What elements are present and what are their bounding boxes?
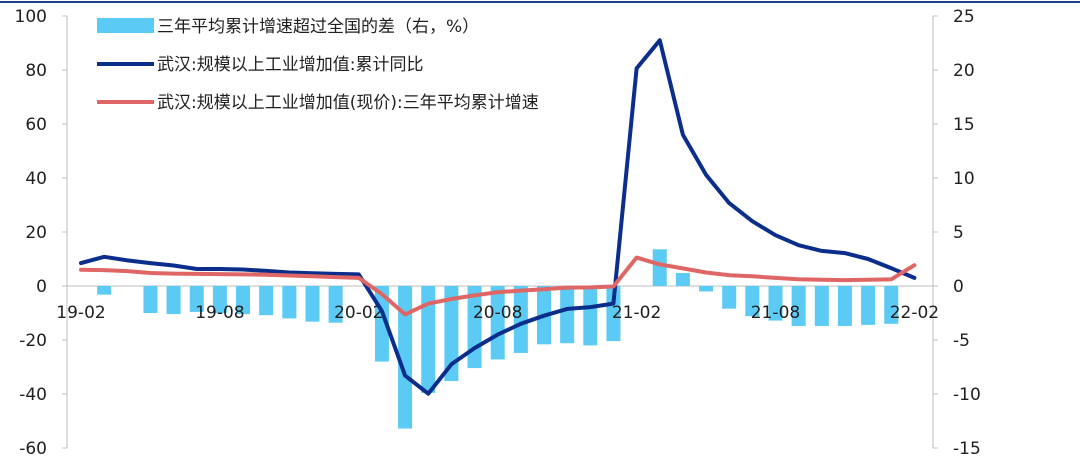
bar [699,286,714,292]
bar [236,286,251,315]
line-series [79,38,917,396]
bar [861,286,876,325]
bar [884,286,899,324]
bar [791,286,806,326]
bar [675,273,690,286]
legend-label-yoy: 武汉:规模以上工业增加值:累计同比 [157,55,423,75]
bar [837,286,852,326]
x-tick-label: 21-02 [612,303,661,323]
bar [560,286,575,344]
bar [143,286,158,313]
bar [398,286,413,429]
bar [513,286,528,353]
line-yoy [79,38,917,396]
bar [97,286,112,295]
x-tick-label: 19-08 [195,303,244,323]
legend-label-avg: 武汉:规模以上工业增加值(现价):三年平均累计增速 [157,93,539,113]
right-tick-label: -5 [953,331,970,351]
left-tick-label: -40 [19,385,47,405]
legend-item-avg: 武汉:规模以上工业增加值(现价):三年平均累计增速 [97,93,539,113]
bar [606,286,621,342]
right-tick-label: 5 [953,223,964,243]
bar [467,286,482,369]
legend-item-bar: 三年平均累计增速超过全国的差（右，%） [97,17,479,37]
right-tick-label: -10 [953,385,981,405]
left-tick-label: 80 [25,61,47,81]
left-tick-label: 60 [25,115,47,135]
bar [421,286,436,393]
bar [328,286,343,323]
left-axis-ticks: 100 80 60 40 20 0 -20 -40 -60 [15,7,67,459]
bar [444,286,459,382]
bar [768,286,783,321]
right-tick-label: 15 [953,115,975,135]
bar [189,286,204,312]
bar [259,286,274,316]
right-tick-label: 10 [953,169,975,189]
bar [282,286,297,319]
bar [490,286,505,360]
legend-label-bar: 三年平均累计增速超过全国的差（右，%） [157,17,479,37]
left-tick-label: -20 [19,331,47,351]
x-tick-label: 21-08 [751,303,800,323]
legend-swatch-bar [97,18,154,33]
bar [166,286,181,315]
right-tick-label: 0 [953,277,964,297]
legend-item-yoy: 武汉:规模以上工业增加值:累计同比 [97,55,423,75]
right-tick-label: 20 [953,61,975,81]
line-avg [79,255,917,317]
left-tick-label: 100 [15,7,47,27]
x-tick-label: 19-02 [56,303,105,323]
x-axis-ticks: 19-02 19-08 20-02 20-08 21-02 21-08 22-02 [56,303,939,323]
left-tick-label: 0 [36,277,47,297]
bar [212,286,227,313]
x-tick-label: 20-02 [334,303,383,323]
bar [814,286,829,326]
right-tick-label: -15 [953,439,981,459]
bar [652,249,667,286]
x-tick-label: 22-02 [890,303,939,323]
bar [305,286,320,322]
left-tick-label: -60 [19,439,47,459]
legend: 三年平均累计增速超过全国的差（右，%） 武汉:规模以上工业增加值:累计同比 武汉… [97,17,539,113]
bar [583,286,598,346]
right-tick-label: 25 [953,7,975,27]
right-axis-ticks: 25 20 15 10 5 0 -5 -10 -15 [933,7,981,459]
bar [745,286,760,317]
left-tick-label: 20 [25,223,47,243]
x-tick-label: 20-08 [473,303,522,323]
left-tick-label: 40 [25,169,47,189]
bar [722,286,737,309]
axes [66,16,934,448]
